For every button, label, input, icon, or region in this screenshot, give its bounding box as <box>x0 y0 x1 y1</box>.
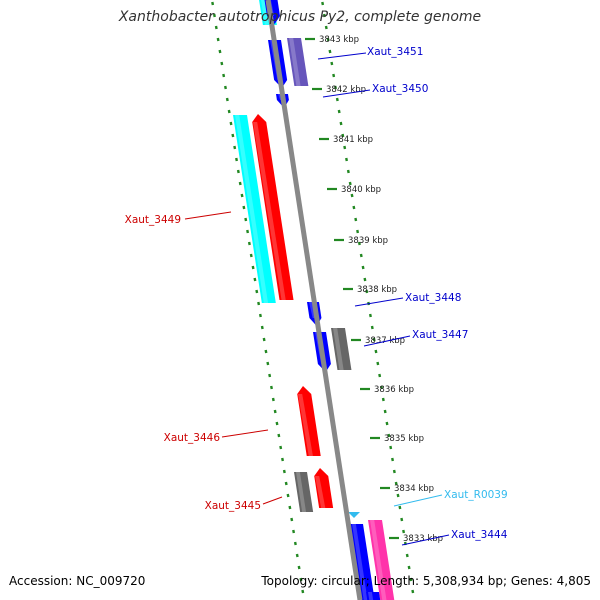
gene-leader-line <box>354 297 404 307</box>
gene-leader-line <box>363 335 411 347</box>
feature-xaut-3445-gray <box>294 472 314 512</box>
feature-xaut-3444-magenta <box>368 520 395 600</box>
gene-label[interactable]: Xaut_3450 <box>372 83 428 95</box>
right-dotted-guide <box>321 1 415 594</box>
gene-leader-line <box>322 89 371 98</box>
gene-label[interactable]: Xaut_3451 <box>367 46 423 58</box>
feature-xaut-3447-gray <box>331 328 352 370</box>
feature-xaut-3449-red <box>252 114 294 300</box>
ruler-tick-label: 3839 kbp <box>348 236 388 246</box>
gene-label[interactable]: Xaut_3448 <box>405 292 461 304</box>
ruler-tick-label: 3841 kbp <box>333 135 373 145</box>
feature-xaut-3445-red <box>314 468 334 508</box>
left-dotted-guide <box>211 1 305 594</box>
genome-backbone <box>265 0 363 600</box>
feature-xaut-3444-blue <box>350 524 375 600</box>
ruler-tick-label: 3840 kbp <box>341 185 381 195</box>
ruler-tick-label: 3842 kbp <box>326 85 366 95</box>
gene-leader-line <box>401 534 450 546</box>
feature-xaut-r0039 <box>348 512 360 518</box>
gene-label[interactable]: Xaut_3445 <box>205 500 261 512</box>
gene-leader-line <box>221 429 269 438</box>
accession-text: Accession: NC_009720 <box>9 574 146 588</box>
gene-label[interactable]: Xaut_3446 <box>164 432 221 444</box>
gene-label[interactable]: Xaut_3449 <box>125 214 181 226</box>
ruler-tick-label: 3843 kbp <box>319 35 359 45</box>
feature-xaut-3451-purple <box>287 38 309 86</box>
gene-leader-line <box>262 496 283 505</box>
gene-labels: Xaut_3451 Xaut_3450 Xaut_3449 Xaut_3448 Xaut… <box>125 46 508 546</box>
ruler-tick-label: 3836 kbp <box>374 385 414 395</box>
gene-leader-line <box>317 52 367 60</box>
dotted-track-guides <box>211 1 415 594</box>
map-title: Xanthobacter autotrophicus Py2, complete… <box>118 9 482 25</box>
ruler-tick-label: 3833 kbp <box>403 534 443 544</box>
gene-leader-line <box>184 211 232 220</box>
gene-label[interactable]: Xaut_3447 <box>412 329 468 341</box>
ruler-tick-label: 3835 kbp <box>384 434 424 444</box>
gene-label[interactable]: Xaut_R0039 <box>444 489 508 501</box>
genome-summary-text: Topology: circular; Length: 5,308,934 bp… <box>261 574 591 588</box>
ruler: 3843 kbp 3842 kbp 3841 kbp 3840 kbp 3839 kbp… <box>305 35 443 544</box>
gene-label[interactable]: Xaut_3444 <box>451 529 508 541</box>
feature-xaut-3446 <box>297 386 321 456</box>
gene-leader-line <box>393 494 443 507</box>
feature-xaut-3449-cyan <box>233 115 276 303</box>
ruler-tick-label: 3834 kbp <box>394 484 434 494</box>
ruler-tick-label: 3838 kbp <box>357 285 397 295</box>
feature-bottom-blue <box>366 592 381 600</box>
